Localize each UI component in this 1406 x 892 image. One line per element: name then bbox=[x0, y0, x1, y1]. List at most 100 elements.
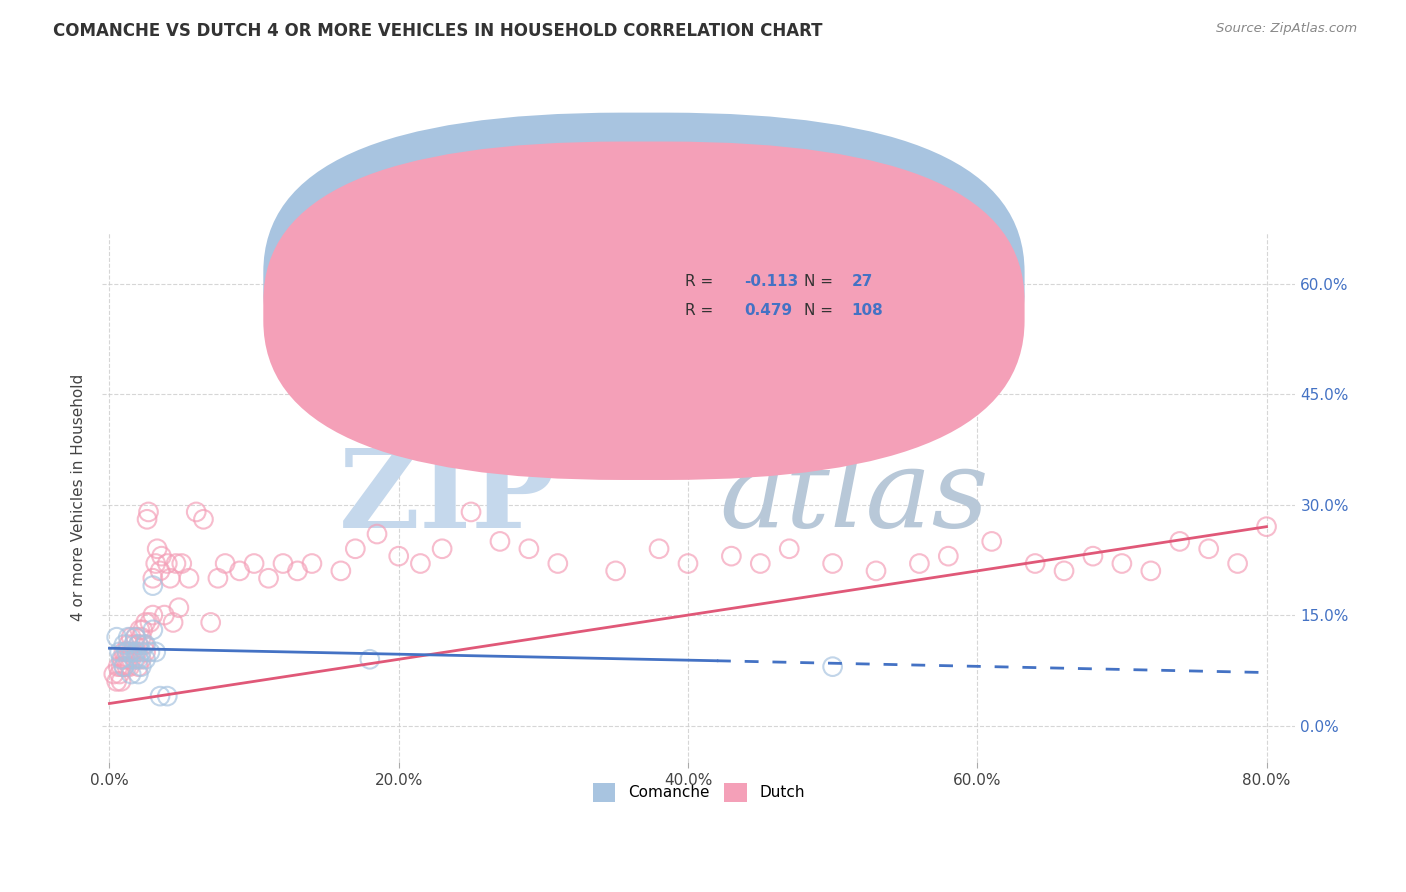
Point bbox=[243, 557, 266, 571]
Point bbox=[207, 571, 229, 585]
Point bbox=[127, 638, 149, 652]
Point bbox=[980, 534, 1002, 549]
Text: atlas: atlas bbox=[718, 443, 988, 551]
Point bbox=[1198, 541, 1220, 556]
Point bbox=[170, 557, 193, 571]
Text: R =: R = bbox=[685, 275, 717, 289]
Point bbox=[136, 512, 159, 526]
Text: 27: 27 bbox=[852, 275, 873, 289]
Point bbox=[409, 557, 432, 571]
Point bbox=[124, 630, 146, 644]
Point bbox=[110, 674, 132, 689]
Point bbox=[122, 638, 145, 652]
FancyBboxPatch shape bbox=[263, 142, 1025, 480]
Point bbox=[676, 557, 699, 571]
Point bbox=[132, 623, 155, 637]
Point bbox=[1111, 557, 1133, 571]
Point bbox=[156, 557, 179, 571]
Point bbox=[648, 541, 671, 556]
Point bbox=[165, 557, 187, 571]
Point bbox=[214, 557, 236, 571]
Point bbox=[359, 652, 381, 666]
Point bbox=[114, 652, 136, 666]
Point bbox=[108, 645, 131, 659]
Point bbox=[108, 667, 131, 681]
Point bbox=[517, 541, 540, 556]
Point bbox=[150, 549, 173, 563]
Point bbox=[778, 541, 800, 556]
Point bbox=[107, 659, 129, 673]
Point bbox=[117, 652, 139, 666]
Point bbox=[315, 365, 337, 379]
Point bbox=[135, 615, 157, 630]
Point bbox=[124, 630, 146, 644]
Point bbox=[111, 652, 134, 666]
Text: N =: N = bbox=[804, 275, 838, 289]
Point bbox=[117, 638, 139, 652]
Point bbox=[271, 557, 294, 571]
Point bbox=[135, 652, 157, 666]
Point bbox=[139, 645, 162, 659]
Point bbox=[145, 645, 167, 659]
Point bbox=[129, 645, 152, 659]
Point bbox=[125, 645, 148, 659]
Point bbox=[547, 557, 569, 571]
Point bbox=[110, 659, 132, 673]
Legend: Comanche, Dutch: Comanche, Dutch bbox=[586, 777, 811, 808]
Point bbox=[127, 659, 149, 673]
Point bbox=[156, 689, 179, 703]
Point bbox=[865, 564, 887, 578]
Point bbox=[117, 630, 139, 644]
Point bbox=[821, 659, 844, 673]
Point bbox=[105, 630, 128, 644]
Point bbox=[127, 667, 149, 681]
Point bbox=[149, 689, 172, 703]
Point bbox=[134, 638, 156, 652]
Point bbox=[366, 527, 388, 541]
Point bbox=[115, 659, 138, 673]
Point bbox=[186, 505, 208, 519]
Point bbox=[128, 623, 150, 637]
Text: 108: 108 bbox=[852, 303, 883, 318]
Point bbox=[118, 645, 141, 659]
Point bbox=[112, 659, 135, 673]
Point bbox=[129, 652, 152, 666]
Point bbox=[489, 534, 512, 549]
Point bbox=[605, 564, 627, 578]
Point bbox=[115, 645, 138, 659]
Point bbox=[112, 659, 135, 673]
Text: Source: ZipAtlas.com: Source: ZipAtlas.com bbox=[1216, 22, 1357, 36]
Point bbox=[257, 571, 280, 585]
Point bbox=[127, 638, 149, 652]
Point bbox=[149, 564, 172, 578]
Point bbox=[287, 564, 309, 578]
Point bbox=[1140, 564, 1163, 578]
Point bbox=[120, 645, 142, 659]
Point bbox=[129, 630, 152, 644]
Point bbox=[135, 638, 157, 652]
Point bbox=[112, 638, 135, 652]
Point bbox=[329, 564, 352, 578]
Point bbox=[159, 571, 181, 585]
Text: -0.113: -0.113 bbox=[744, 275, 799, 289]
Y-axis label: 4 or more Vehicles in Household: 4 or more Vehicles in Household bbox=[72, 374, 86, 621]
Point bbox=[167, 600, 190, 615]
Point bbox=[142, 571, 165, 585]
Point bbox=[129, 659, 152, 673]
Point bbox=[1256, 519, 1278, 533]
Point bbox=[103, 667, 125, 681]
Point bbox=[1024, 557, 1046, 571]
Point bbox=[142, 623, 165, 637]
Point bbox=[177, 571, 200, 585]
FancyBboxPatch shape bbox=[263, 112, 1025, 451]
Point bbox=[1053, 564, 1076, 578]
Text: COMANCHE VS DUTCH 4 OR MORE VEHICLES IN HOUSEHOLD CORRELATION CHART: COMANCHE VS DUTCH 4 OR MORE VEHICLES IN … bbox=[53, 22, 823, 40]
Point bbox=[228, 564, 250, 578]
Point bbox=[112, 645, 135, 659]
Point bbox=[120, 630, 142, 644]
Point bbox=[749, 557, 772, 571]
Point bbox=[124, 652, 146, 666]
Point bbox=[127, 652, 149, 666]
Text: 0.479: 0.479 bbox=[744, 303, 793, 318]
Point bbox=[142, 579, 165, 593]
